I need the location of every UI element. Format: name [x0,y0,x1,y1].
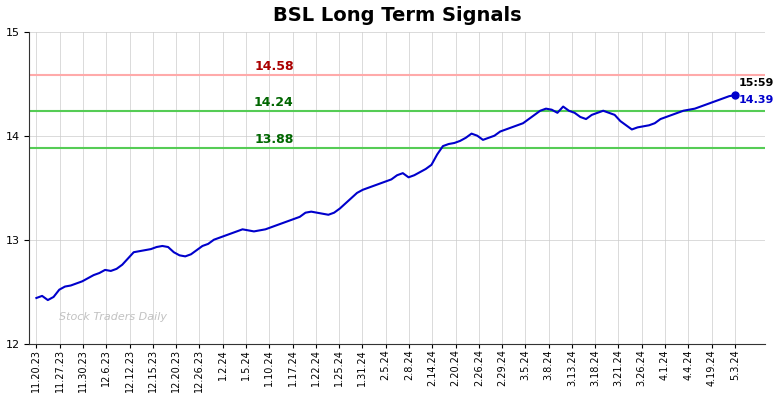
Text: 14.58: 14.58 [254,60,294,73]
Text: Stock Traders Daily: Stock Traders Daily [59,312,167,322]
Text: 14.24: 14.24 [254,96,294,109]
Title: BSL Long Term Signals: BSL Long Term Signals [273,6,521,25]
Text: 14.39: 14.39 [739,96,774,105]
Text: 13.88: 13.88 [254,133,293,146]
Text: 15:59: 15:59 [739,78,774,88]
Point [728,92,741,98]
